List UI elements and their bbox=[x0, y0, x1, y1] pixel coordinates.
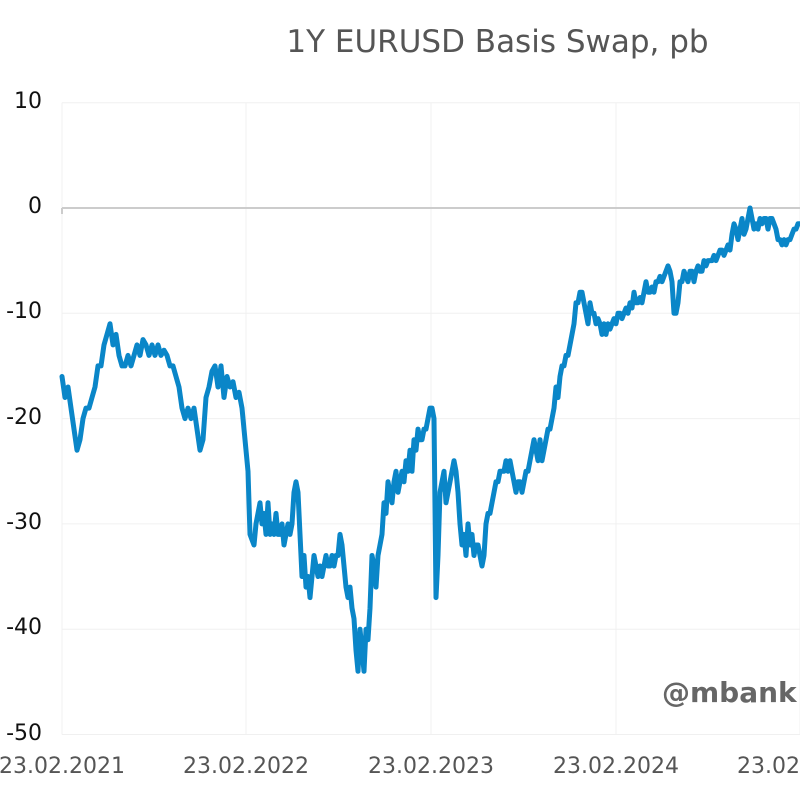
y-tick-label: 10 bbox=[14, 88, 42, 114]
y-tick-label: -30 bbox=[6, 509, 42, 535]
x-tick-label: 23.02.2023 bbox=[368, 754, 494, 779]
x-tick-label: 23.02.2022 bbox=[183, 754, 309, 779]
gridlines bbox=[61, 102, 800, 735]
y-tick-label: 0 bbox=[28, 194, 42, 219]
y-tick-label: -40 bbox=[6, 615, 42, 641]
x-tick-label: 23.02.2025 bbox=[737, 754, 800, 779]
y-tick-label: -20 bbox=[6, 404, 42, 430]
x-tick-label: 23.02.2024 bbox=[553, 754, 679, 779]
series-line bbox=[59, 205, 800, 674]
y-tick-label: -10 bbox=[6, 299, 42, 325]
x-tick-label: 23.02.2021 bbox=[0, 754, 125, 779]
y-tick-label: -50 bbox=[6, 720, 42, 746]
watermark: @mbank bbox=[662, 676, 797, 709]
chart-title: 1Y EURUSD Basis Swap, pb bbox=[286, 24, 709, 60]
